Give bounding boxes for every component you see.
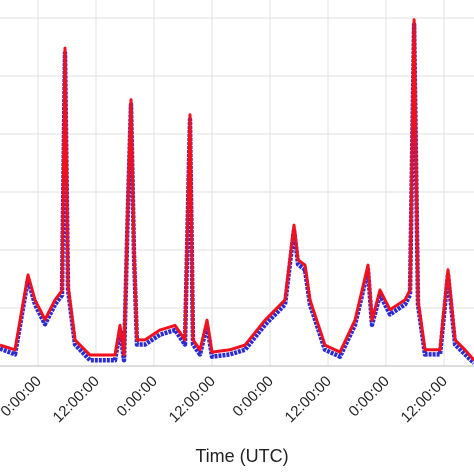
x-tick-label: 0:00:00 [229, 373, 276, 420]
x-tick-label: 0:00:00 [345, 373, 392, 420]
x-axis-label: Time (UTC) [195, 446, 288, 466]
x-tick-label: 12:00:00 [398, 373, 451, 426]
x-tick-label: 12:00:00 [166, 373, 219, 426]
series-line [0, 18, 474, 362]
x-tick-label: 0:00:00 [113, 373, 160, 420]
x-tick-label: 12:00:00 [282, 373, 335, 426]
x-tick-label: 0:00:00 [0, 373, 45, 420]
x-tick-label: 12:00:00 [50, 373, 103, 426]
